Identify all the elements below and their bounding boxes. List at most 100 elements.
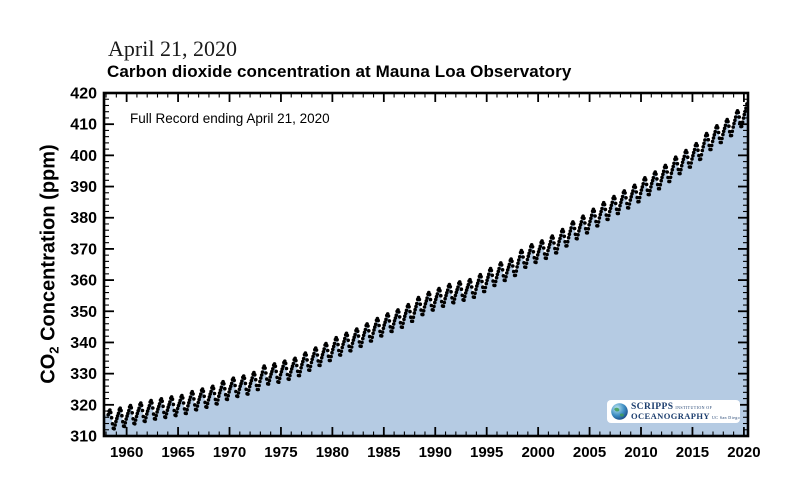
monthly-co2-dot [216,398,220,402]
monthly-co2-dot [565,239,570,244]
monthly-co2-dot [295,363,299,368]
monthly-co2-dot [258,379,262,384]
y-tick-label: 340 [70,335,97,352]
monthly-co2-dot [212,391,217,396]
monthly-co2-dot [667,179,672,184]
monthly-co2-dot [361,336,365,341]
monthly-co2-dot [637,195,642,200]
monthly-co2-dot [448,285,453,289]
monthly-co2-dot [175,406,180,411]
monthly-co2-dot [218,388,223,392]
monthly-co2-dot [525,257,530,262]
monthly-co2-dot [377,323,381,328]
monthly-co2-dot [257,383,261,388]
monthly-co2-dot [239,381,243,386]
monthly-co2-dot [545,252,549,257]
x-tick-label: 1970 [213,444,246,461]
monthly-co2-dot [465,285,470,290]
monthly-co2-dot [178,398,182,403]
monthly-co2-dot [449,290,453,294]
monthly-co2-dot [270,369,274,374]
monthly-co2-dot [271,367,275,371]
monthly-co2-dot [651,175,656,180]
monthly-co2-dot [610,200,615,205]
monthly-co2-dot [332,341,337,346]
monthly-co2-dot [500,268,505,272]
monthly-co2-dot [147,403,152,408]
monthly-co2-dot [537,247,542,251]
monthly-co2-dot [587,223,591,227]
monthly-co2-dot [155,410,159,414]
monthly-co2-dot [215,402,219,406]
monthly-co2-dot [156,407,160,411]
monthly-co2-dot [505,271,509,275]
monthly-co2-dot [421,312,425,317]
monthly-co2-dot [475,281,480,286]
monthly-co2-dot [649,185,653,189]
monthly-co2-dot [427,292,432,297]
monthly-co2-dot [649,181,654,186]
monthly-co2-dot [343,336,347,341]
monthly-co2-dot [497,266,501,271]
monthly-co2-dot [325,348,330,353]
monthly-co2-dot [248,381,253,386]
monthly-co2-dot [250,376,254,380]
monthly-co2-dot [391,322,396,326]
monthly-co2-dot [150,401,154,405]
monthly-co2-dot [196,400,200,405]
monthly-co2-dot [124,417,128,421]
monthly-co2-dot [256,387,261,392]
monthly-co2-dot [552,241,556,245]
monthly-co2-dot [240,379,244,383]
monthly-co2-dot [680,160,685,165]
monthly-co2-dot [277,380,281,385]
monthly-co2-dot [235,394,240,399]
monthly-co2-dot [535,253,540,257]
monthly-co2-dot [350,341,355,346]
monthly-co2-dot [710,139,715,144]
monthly-co2-dot [530,245,535,249]
monthly-co2-dot [678,171,682,176]
monthly-co2-dot [372,328,376,332]
monthly-co2-dot [198,395,202,399]
monthly-co2-dot [289,367,294,371]
monthly-co2-dot [485,278,489,283]
monthly-co2-dot [319,359,323,364]
monthly-co2-dot [259,376,263,380]
monthly-co2-dot [201,389,206,394]
monthly-co2-dot [207,395,212,399]
monthly-co2-dot [547,245,551,250]
monthly-co2-dot [707,143,711,148]
monthly-co2-dot [140,408,145,413]
monthly-co2-dot [253,377,258,382]
monthly-co2-dot [383,320,387,325]
monthly-co2-dot [511,264,515,268]
monthly-co2-dot [633,185,638,190]
monthly-co2-dot [463,294,467,299]
monthly-co2-dot [699,153,704,157]
monthly-co2-dot [246,392,250,396]
monthly-co2-dot [172,408,176,413]
y-tick-label: 380 [70,210,97,227]
monthly-co2-dot [400,325,405,330]
monthly-co2-dot [469,285,474,289]
monthly-co2-dot [279,370,284,374]
monthly-co2-dot [579,220,584,224]
monthly-co2-dot [602,202,607,207]
monthly-co2-dot [197,397,201,402]
monthly-co2-dot [686,161,691,165]
monthly-co2-dot [222,382,226,386]
monthly-co2-dot [547,242,552,247]
monthly-co2-dot [454,290,459,295]
monthly-co2-dot [721,132,725,137]
monthly-co2-dot [287,377,291,382]
monthly-co2-dot [507,262,512,267]
monthly-co2-dot [144,416,148,420]
monthly-co2-dot [267,378,272,383]
monthly-co2-dot [444,293,448,298]
monthly-co2-dot [583,226,588,231]
monthly-co2-dot [370,335,375,340]
monthly-co2-dot [386,314,391,318]
monthly-co2-dot [277,376,282,381]
monthly-co2-dot [225,397,230,402]
